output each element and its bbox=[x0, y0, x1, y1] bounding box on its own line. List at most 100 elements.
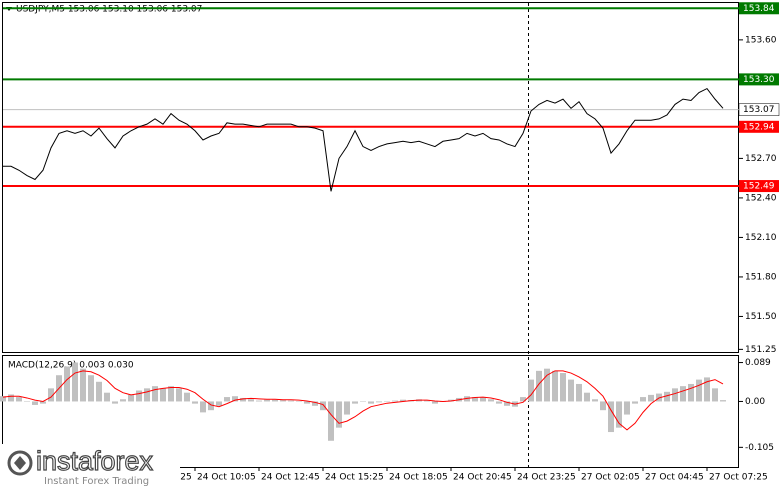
histogram-bar bbox=[584, 392, 590, 402]
histogram-bar bbox=[616, 401, 622, 428]
logo-icon bbox=[7, 450, 33, 476]
histogram-bar bbox=[328, 401, 334, 441]
y-tick-label: 151.50 bbox=[745, 312, 777, 322]
histogram-bar bbox=[672, 388, 678, 402]
histogram-bar bbox=[192, 401, 198, 404]
histogram-bar bbox=[640, 397, 646, 402]
histogram-bar bbox=[600, 401, 606, 411]
x-tick-label: 24 Oct 23:25 bbox=[517, 473, 576, 483]
level-label-bg bbox=[739, 180, 779, 193]
histogram-bar bbox=[688, 383, 694, 402]
current-price-label: 153.07 bbox=[743, 105, 775, 115]
histogram-bar bbox=[168, 386, 174, 402]
histogram-bar bbox=[96, 381, 102, 402]
histogram-bar bbox=[112, 401, 118, 404]
histogram-bar bbox=[496, 401, 502, 404]
histogram-bar bbox=[552, 370, 558, 402]
histogram-bar bbox=[312, 401, 318, 406]
x-tick-label: 27 Oct 04:45 bbox=[645, 473, 704, 483]
histogram-bar bbox=[88, 375, 94, 402]
histogram-bar bbox=[24, 401, 30, 402]
histogram-bar bbox=[384, 401, 390, 402]
watermark: instaforex Instant Forex Trading bbox=[0, 444, 180, 489]
histogram-bar bbox=[568, 379, 574, 402]
histogram-bar bbox=[144, 388, 150, 402]
x-tick-label: 24 Oct 20:45 bbox=[453, 473, 512, 483]
level-label-bg bbox=[739, 73, 779, 86]
price-panel bbox=[2, 2, 739, 353]
histogram-bar bbox=[648, 394, 654, 402]
logo-icon-inner bbox=[14, 456, 26, 470]
level-label-bg bbox=[739, 2, 779, 15]
y-tick-label: 0.00 bbox=[745, 397, 765, 407]
level-label-bg bbox=[739, 120, 779, 133]
price-title: USDJPY,M5 153.06 153.10 153.06 153.07 bbox=[16, 5, 202, 15]
x-tick-label: 27 Oct 02:05 bbox=[581, 473, 640, 483]
histogram-bar bbox=[432, 401, 438, 404]
histogram-bar bbox=[136, 390, 142, 402]
histogram-bar bbox=[680, 386, 686, 402]
macd-title: MACD(12,26,9) 0.003 0.030 bbox=[8, 361, 134, 371]
histogram-bar bbox=[296, 401, 302, 402]
histogram-bar bbox=[80, 368, 86, 402]
histogram-bar bbox=[248, 399, 254, 402]
watermark-name: instaforex bbox=[36, 446, 154, 476]
histogram-bar bbox=[288, 400, 294, 402]
histogram-bar bbox=[336, 401, 342, 428]
y-tick-label: 151.25 bbox=[745, 345, 777, 355]
histogram-bar bbox=[240, 397, 246, 402]
y-tick-label: 0.089 bbox=[745, 358, 771, 368]
x-tick-label: 24 Oct 15:25 bbox=[325, 473, 384, 483]
histogram-bar bbox=[216, 401, 222, 406]
histogram-bar bbox=[256, 400, 262, 402]
histogram-bar bbox=[504, 401, 510, 406]
current-price-bg bbox=[738, 103, 780, 116]
histogram-bar bbox=[472, 397, 478, 402]
histogram-bar bbox=[104, 392, 110, 402]
histogram-bar bbox=[696, 379, 702, 402]
histogram-bar bbox=[320, 401, 326, 411]
histogram-bar bbox=[400, 399, 406, 402]
watermark-tagline: Instant Forex Trading bbox=[44, 476, 149, 487]
histogram-bar bbox=[720, 400, 726, 402]
x-tick-label: 24 Oct 12:45 bbox=[261, 473, 320, 483]
histogram-bar bbox=[488, 399, 494, 402]
histogram-bar bbox=[704, 377, 710, 402]
histogram-bar bbox=[0, 396, 6, 402]
y-tick-label: 152.10 bbox=[745, 233, 777, 243]
y-tick-label: 153.60 bbox=[745, 35, 777, 45]
histogram-bar bbox=[344, 401, 350, 415]
histogram-bar bbox=[232, 396, 238, 402]
histogram-bar bbox=[40, 401, 46, 404]
histogram-bar bbox=[152, 386, 158, 402]
macd-panel bbox=[2, 355, 739, 468]
histogram-bar bbox=[208, 401, 214, 411]
histogram-bar bbox=[360, 401, 366, 402]
histogram-bar bbox=[32, 401, 38, 405]
histogram-bar bbox=[480, 397, 486, 402]
histogram-bar bbox=[424, 400, 430, 402]
histogram-bar bbox=[376, 401, 382, 403]
histogram-bar bbox=[664, 391, 670, 402]
histogram-bar bbox=[624, 401, 630, 415]
signal-line bbox=[2, 370, 724, 431]
level-label: 152.94 bbox=[743, 122, 775, 132]
histogram-bar bbox=[368, 401, 374, 404]
histogram-bar bbox=[392, 400, 398, 402]
y-tick-label: 151.80 bbox=[745, 272, 777, 282]
price-line bbox=[3, 87, 724, 192]
level-label: 153.30 bbox=[743, 75, 775, 85]
y-tick-label: 152.40 bbox=[745, 193, 777, 203]
level-label: 152.49 bbox=[743, 182, 775, 192]
histogram-bar bbox=[264, 399, 270, 402]
x-tick-label: 27 Oct 07:25 bbox=[709, 473, 768, 483]
x-tick-label: 24 Oct 18:05 bbox=[389, 473, 448, 483]
histogram-bar bbox=[528, 379, 534, 402]
histogram-bar bbox=[520, 397, 526, 402]
histogram-bar bbox=[128, 394, 134, 402]
histogram-bar bbox=[560, 373, 566, 402]
histogram-bar bbox=[352, 401, 358, 404]
y-tick-label: 152.70 bbox=[745, 154, 777, 164]
